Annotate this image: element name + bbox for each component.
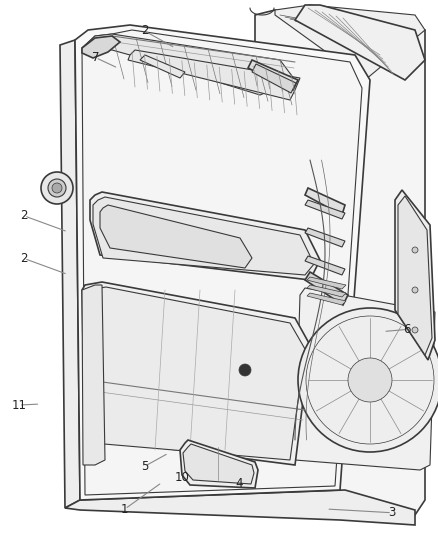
Circle shape [348, 358, 392, 402]
Polygon shape [65, 490, 415, 525]
Polygon shape [100, 205, 252, 268]
Circle shape [52, 183, 62, 193]
Polygon shape [86, 287, 305, 464]
Text: 2: 2 [20, 209, 28, 222]
Polygon shape [305, 228, 345, 247]
Polygon shape [305, 256, 345, 275]
Text: 3: 3 [389, 506, 396, 519]
Text: 2: 2 [141, 25, 148, 37]
Polygon shape [252, 64, 296, 93]
Polygon shape [307, 285, 346, 297]
Polygon shape [255, 10, 425, 515]
Polygon shape [75, 25, 370, 500]
Circle shape [412, 327, 418, 333]
Circle shape [41, 172, 73, 204]
Text: 7: 7 [92, 51, 99, 64]
Polygon shape [82, 36, 120, 58]
Text: 6: 6 [403, 323, 411, 336]
Polygon shape [275, 5, 425, 80]
Polygon shape [82, 34, 295, 95]
Polygon shape [180, 440, 258, 488]
Text: 5: 5 [141, 460, 148, 473]
Polygon shape [305, 188, 345, 215]
Polygon shape [295, 288, 435, 470]
Circle shape [298, 308, 438, 452]
Polygon shape [305, 272, 348, 305]
Polygon shape [305, 200, 345, 219]
Polygon shape [128, 50, 300, 100]
Text: 10: 10 [174, 471, 189, 483]
Polygon shape [307, 277, 346, 289]
Polygon shape [248, 60, 298, 90]
Polygon shape [140, 55, 185, 78]
Polygon shape [395, 190, 435, 360]
Polygon shape [307, 293, 346, 305]
Text: 11: 11 [11, 399, 26, 411]
Polygon shape [60, 40, 80, 508]
Text: 4: 4 [235, 478, 243, 490]
Polygon shape [183, 444, 254, 484]
Polygon shape [82, 285, 105, 465]
Polygon shape [82, 282, 310, 465]
Text: 2: 2 [20, 252, 28, 265]
Circle shape [48, 179, 66, 197]
Circle shape [412, 287, 418, 293]
Polygon shape [90, 192, 320, 280]
Polygon shape [93, 197, 314, 275]
Circle shape [239, 364, 251, 376]
Polygon shape [295, 5, 425, 80]
Polygon shape [82, 30, 362, 495]
Text: 1: 1 [121, 503, 129, 515]
Polygon shape [398, 196, 432, 355]
Circle shape [412, 247, 418, 253]
